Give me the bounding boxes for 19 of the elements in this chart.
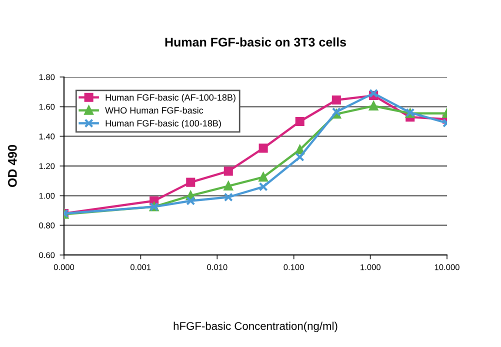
x-tick-label: 0.000 <box>54 264 74 270</box>
y-tick-label: 1.00 <box>39 192 55 199</box>
y-tick-label: 1.40 <box>39 134 55 140</box>
legend-label: Human FGF-basic (AF-100-18B) <box>106 94 236 102</box>
x-tick-label: 0.100 <box>284 264 304 270</box>
legend-label: WHO Human FGF-basic <box>105 106 204 114</box>
x-tick-label: 1.000 <box>360 264 380 270</box>
y-tick-label: 0.80 <box>39 222 55 228</box>
x-tick-label: 10.000 <box>434 264 460 270</box>
chart-title: Human FGF-basic on 3T3 cells <box>165 37 346 47</box>
y-axis-title: OD 490 <box>8 144 17 188</box>
x-axis-title: hFGF-basic Concentration(ng/ml) <box>174 322 338 332</box>
y-tick-label: 0.60 <box>39 252 55 258</box>
x-tick-label: 0.010 <box>207 264 228 270</box>
y-tick-label: 1.20 <box>39 163 55 170</box>
legend-label: Human FGF-basic (100-18B) <box>106 120 221 128</box>
x-tick-label: 0.001 <box>130 264 151 270</box>
y-tick-label: 1.80 <box>39 74 55 80</box>
y-tick-label: 1.60 <box>39 104 55 110</box>
